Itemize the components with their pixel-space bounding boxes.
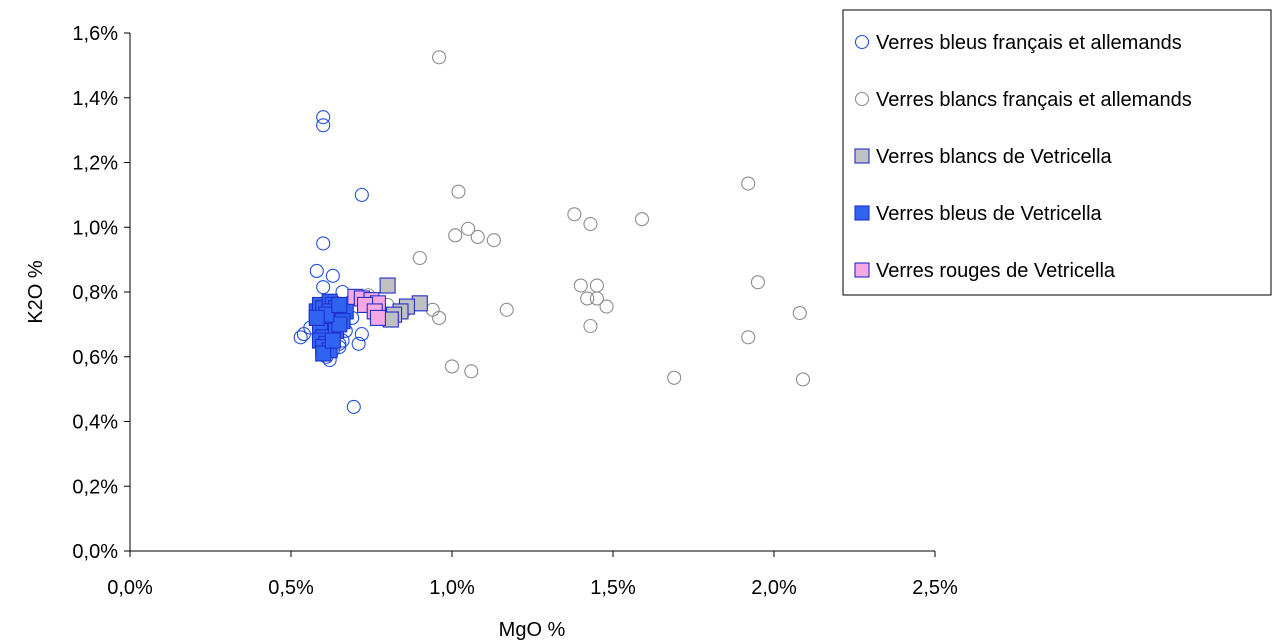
data-point-square <box>379 277 396 294</box>
data-point-circle <box>432 310 447 325</box>
legend-item-2: Verres blancs de Vetricella <box>854 146 1113 168</box>
data-point-circle <box>451 184 466 199</box>
data-point-square <box>369 309 386 326</box>
x-tick-label: 0,5% <box>268 577 314 599</box>
data-point-circle <box>461 221 476 236</box>
legend-marker <box>854 34 870 50</box>
y-tick-label: 0,6% <box>72 347 118 369</box>
series-0 <box>293 110 369 414</box>
data-point-square <box>331 296 348 314</box>
series-4 <box>347 288 386 326</box>
data-point-circle <box>750 275 765 290</box>
legend-label: Verres blancs français et allemands <box>876 89 1192 111</box>
x-tick-label: 1,5% <box>590 577 636 599</box>
y-tick-label: 1,0% <box>72 217 118 239</box>
axes: 0,0% 0,2% 0,4% 0,6% 0,8% 1,0% 1,2% 1,4% 1,6% 0,0%… <box>25 23 958 641</box>
data-point-square <box>331 316 348 333</box>
y-tick-label: 0,2% <box>72 476 118 498</box>
legend-marker <box>854 148 870 164</box>
data-point-square <box>308 309 325 326</box>
x-tick-label: 1,0% <box>429 577 475 599</box>
data-point-circle <box>425 302 440 317</box>
legend-box <box>842 9 1272 296</box>
data-point-circle <box>589 291 604 306</box>
data-point-circle <box>470 229 485 245</box>
data-point-circle <box>499 302 514 317</box>
data-point-circle <box>589 278 604 293</box>
legend-marker <box>854 205 870 221</box>
series-3 <box>308 293 354 362</box>
data-point-circle <box>583 216 598 232</box>
legend-item-3: Verres bleus de Vetricella <box>854 203 1103 225</box>
y-tick-label: 1,2% <box>72 153 118 175</box>
legend: Verres bleus français et allemands Verres… <box>842 9 1272 296</box>
data-point-square <box>324 332 341 349</box>
x-tick-label: 2,5% <box>912 577 958 599</box>
data-point-circle <box>335 284 350 300</box>
legend-label: Verres rouges de Vetricella <box>876 260 1116 282</box>
y-tick-label: 1,4% <box>72 88 118 110</box>
legend-label: Verres blancs de Vetricella <box>876 146 1113 168</box>
data-point-circle <box>741 330 756 345</box>
y-tick-label: 0,4% <box>72 412 118 434</box>
legend-item-4: Verres rouges de Vetricella <box>854 260 1116 282</box>
x-tick-label: 0,0% <box>107 577 153 599</box>
data-point-circle <box>448 228 463 243</box>
data-point-circle <box>567 207 582 222</box>
data-point-circle <box>351 336 366 351</box>
data-point-circle <box>444 359 460 374</box>
legend-marker <box>854 91 870 107</box>
x-axis-title: MgO % <box>499 619 566 641</box>
data-point-circle <box>316 118 331 133</box>
data-point-circle <box>432 50 447 65</box>
data-point-circle <box>667 370 682 385</box>
data-point-circle <box>354 327 369 342</box>
legend-label: Verres bleus français et allemands <box>876 32 1182 54</box>
legend-marker <box>854 262 870 278</box>
data-point-circle <box>316 280 331 295</box>
data-point-circle <box>346 399 361 414</box>
data-point-circle <box>795 372 811 387</box>
y-tick-label: 1,6% <box>72 23 118 45</box>
data-point-circle <box>634 212 650 227</box>
data-point-circle <box>325 268 340 283</box>
series-1 <box>361 50 811 387</box>
data-point-circle <box>583 318 598 334</box>
y-tick-label: 0,8% <box>72 282 118 304</box>
data-point-square <box>315 345 332 362</box>
legend-item-1: Verres blancs français et allemands <box>854 89 1192 111</box>
data-point-circle <box>580 291 595 306</box>
data-point-circle <box>464 364 479 379</box>
legend-label: Verres bleus de Vetricella <box>876 203 1103 225</box>
data-point-circle <box>486 233 501 248</box>
data-point-circle <box>316 110 331 125</box>
data-point-circle <box>309 263 324 279</box>
series-2 <box>379 277 428 328</box>
data-point-circle <box>354 187 369 202</box>
data-point-circle <box>599 299 614 314</box>
data-point-circle <box>792 305 807 321</box>
y-axis-title: K2O % <box>25 260 47 324</box>
plot-area <box>293 50 811 414</box>
data-point-circle <box>412 250 427 266</box>
legend-item-0: Verres bleus français et allemands <box>854 32 1182 54</box>
data-point-circle <box>741 176 756 191</box>
data-point-circle <box>293 330 308 345</box>
x-tick-label: 2,0% <box>751 577 797 599</box>
y-tick-label: 0,0% <box>72 541 118 563</box>
data-point-circle <box>316 236 331 251</box>
data-point-circle <box>573 278 588 293</box>
